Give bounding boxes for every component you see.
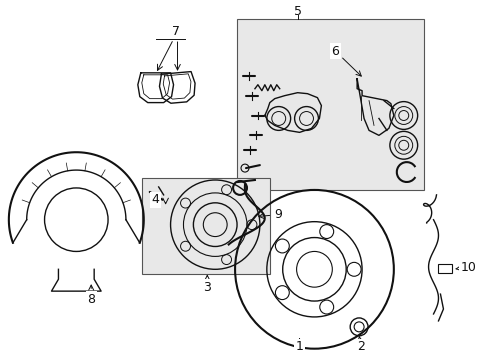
Bar	[142, 178, 269, 274]
Text: 7: 7	[171, 24, 179, 38]
Text: 5: 5	[293, 5, 301, 18]
Text: 3: 3	[203, 275, 211, 294]
Text: 6: 6	[331, 45, 361, 76]
Text: 4: 4	[151, 193, 159, 206]
Bar	[438, 264, 451, 273]
Text: 1: 1	[295, 339, 303, 353]
Text: 9: 9	[258, 208, 281, 221]
Text: 8: 8	[87, 285, 95, 306]
Bar	[237, 19, 423, 190]
Text: 10: 10	[455, 261, 475, 274]
Text: 2: 2	[356, 336, 364, 353]
